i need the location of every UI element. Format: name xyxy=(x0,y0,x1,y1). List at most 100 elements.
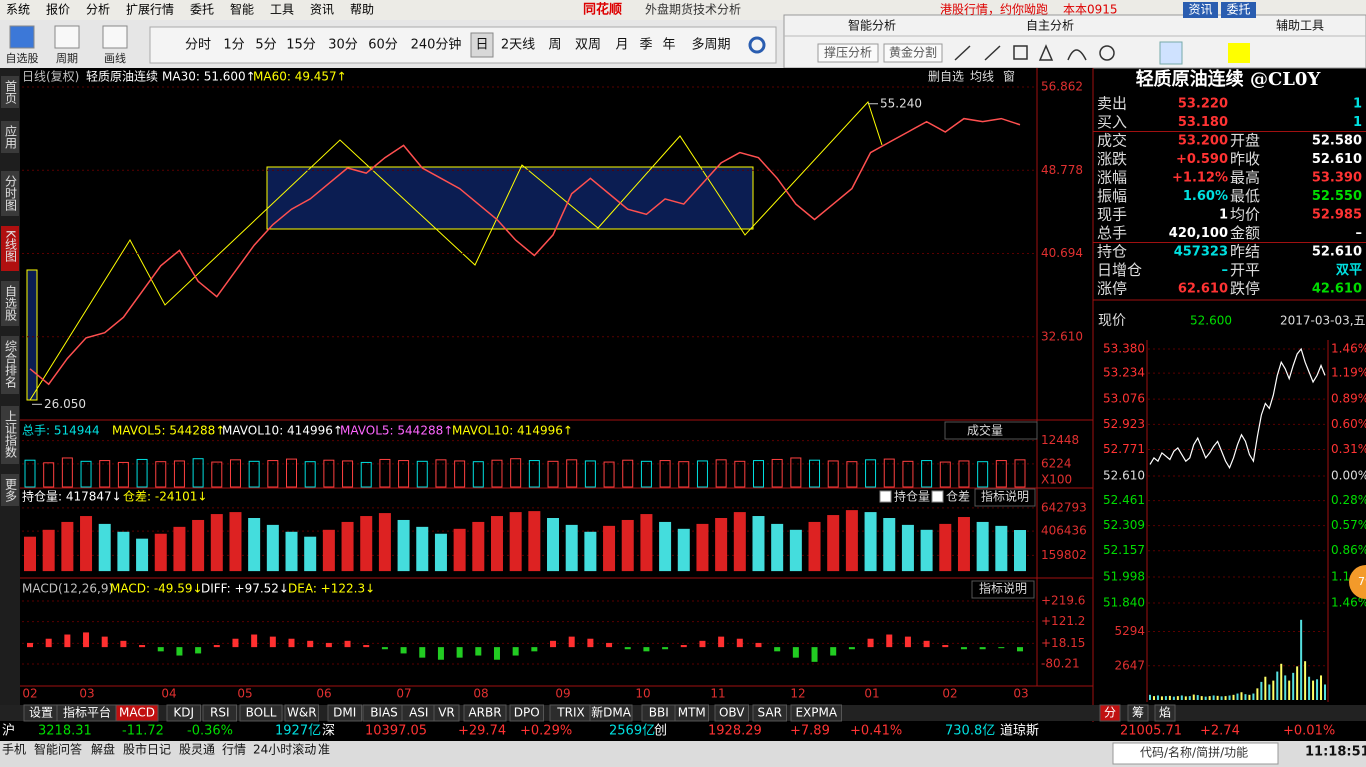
period-button[interactable]: 月 xyxy=(615,38,628,53)
checkbox[interactable] xyxy=(931,490,944,503)
indicator-tab-label[interactable]: BIAS xyxy=(370,706,398,720)
indicator-help-label[interactable]: 指标说明 xyxy=(981,489,1029,504)
period-button[interactable]: 60分 xyxy=(368,38,398,53)
indicator-help-label[interactable]: 指标说明 xyxy=(979,581,1027,596)
cursor-tool[interactable] xyxy=(1159,41,1183,65)
chart-tab-label[interactable]: 焰 xyxy=(1159,705,1171,720)
menu-item[interactable]: 智能 xyxy=(230,2,254,17)
indicator-tab[interactable] xyxy=(433,704,460,722)
period-button[interactable]: 日 xyxy=(475,38,488,53)
status-item[interactable]: 解盘 xyxy=(91,742,115,757)
indicator-tab[interactable] xyxy=(509,704,544,722)
period-button[interactable]: 多周期 xyxy=(691,37,730,53)
indicator-tab-label[interactable]: SAR xyxy=(758,706,782,720)
analysis-button[interactable] xyxy=(817,43,879,63)
indicator-tab-label[interactable]: 设置 xyxy=(29,706,53,720)
sidebar-tab[interactable] xyxy=(1,281,19,326)
chart-tab[interactable] xyxy=(1099,704,1121,722)
indicator-help[interactable] xyxy=(974,488,1036,507)
indicator-tab-label[interactable]: ARBR xyxy=(468,706,501,720)
indicator-tab-label[interactable]: BOLL xyxy=(246,706,277,720)
period-button[interactable]: 2天线 xyxy=(501,38,535,53)
indicator-tab-label[interactable]: RSI xyxy=(210,706,230,720)
indicator-tab[interactable] xyxy=(284,704,319,722)
sidebar-label[interactable]: 自选股 xyxy=(4,285,18,322)
checkbox-label[interactable]: 仓差 xyxy=(946,490,970,504)
indicator-tab[interactable] xyxy=(115,704,159,722)
indicator-tab-label[interactable]: MTM xyxy=(678,706,706,720)
tool-label[interactable]: 画线 xyxy=(104,51,126,65)
sidebar-label[interactable]: 更多 xyxy=(4,478,18,503)
indicator-help[interactable] xyxy=(971,580,1035,599)
period-button[interactable]: 周 xyxy=(548,38,561,53)
indicator-tab-label[interactable]: DPO xyxy=(514,706,540,720)
sidebar-tab[interactable] xyxy=(1,76,19,108)
chart-tab-label[interactable]: 分 xyxy=(1104,706,1116,720)
notice[interactable]: 港股行情，约你呦跑 xyxy=(940,2,1048,17)
chart-button[interactable]: 删自选 xyxy=(928,70,964,84)
indicator-tab-label[interactable]: BBI xyxy=(649,706,669,720)
menu-item[interactable]: 帮助 xyxy=(350,3,374,17)
analysis-button[interactable] xyxy=(883,43,943,63)
search-placeholder[interactable]: 代码/名称/简拼/功能 xyxy=(1140,745,1248,760)
indicator-tab-label[interactable]: DMI xyxy=(333,706,356,720)
top-button[interactable] xyxy=(1221,2,1256,18)
period-button[interactable]: 分时 xyxy=(185,38,211,53)
analysis-button-label[interactable]: 撑压分析 xyxy=(824,45,872,60)
checkbox-label[interactable]: 持仓量 xyxy=(894,489,930,504)
indicator-tab[interactable] xyxy=(202,704,237,722)
color-swatch[interactable] xyxy=(1228,43,1250,63)
indicator-tab-label[interactable]: EXPMA xyxy=(795,706,837,720)
sidebar-tab[interactable] xyxy=(1,226,19,271)
tool-icon[interactable] xyxy=(102,25,128,49)
sidebar-label[interactable]: 上证指数 xyxy=(4,410,18,459)
period-button[interactable]: 双周 xyxy=(575,38,601,53)
chart-tab[interactable] xyxy=(1127,704,1149,722)
tool-label[interactable]: 周期 xyxy=(56,52,78,65)
indicator-tab[interactable] xyxy=(239,704,283,722)
menu-item[interactable]: 分析 xyxy=(86,3,110,17)
sidebar-label[interactable]: 首页 xyxy=(4,80,18,105)
menu-item[interactable]: 系统 xyxy=(6,3,30,17)
menu-item[interactable]: 报价 xyxy=(46,2,70,17)
indicator-tab[interactable] xyxy=(166,704,201,722)
indicator-tab[interactable] xyxy=(790,704,842,722)
sidebar-label[interactable]: 应用 xyxy=(4,124,18,150)
indicator-tab[interactable] xyxy=(752,704,787,722)
indicator-tab[interactable] xyxy=(674,704,709,722)
float-badge[interactable] xyxy=(1349,565,1366,599)
indicator-tab-label[interactable]: W&R xyxy=(287,706,317,720)
indicator-tab-label[interactable]: MACD xyxy=(119,706,155,720)
indicator-tab[interactable] xyxy=(463,704,507,722)
sidebar-tab[interactable] xyxy=(1,121,19,153)
indicator-tab[interactable] xyxy=(714,704,749,722)
indicator-tab-label[interactable]: VR xyxy=(438,706,455,720)
indicator-tab-label[interactable]: ASI xyxy=(409,706,428,720)
indicator-tab-label[interactable]: 新DMA xyxy=(591,705,632,720)
status-item[interactable]: 手机 xyxy=(2,743,26,757)
chart-tab-label[interactable]: 筹 xyxy=(1132,706,1144,720)
status-item[interactable]: 股灵通 xyxy=(179,743,215,757)
analysis-tab[interactable]: 辅助工具 xyxy=(1276,19,1324,33)
chart-tab[interactable] xyxy=(1154,704,1176,722)
indicator-tab-label[interactable]: OBV xyxy=(719,706,745,720)
period-button[interactable]: 30分 xyxy=(328,38,358,53)
top-button[interactable] xyxy=(1183,2,1218,18)
indicator-selector-label[interactable]: 成交量 xyxy=(967,423,1003,438)
indicator-tab-label[interactable]: TRIX xyxy=(556,706,584,720)
menu-item[interactable]: 资讯 xyxy=(310,3,334,17)
top-button-label[interactable]: 委托 xyxy=(1226,3,1250,17)
status-item[interactable]: 行情 xyxy=(222,743,246,757)
status-item[interactable]: 股市日记 xyxy=(123,742,171,757)
checkbox[interactable] xyxy=(879,490,892,503)
period-button[interactable]: 季 xyxy=(639,38,652,53)
top-button-label[interactable]: 资讯 xyxy=(1188,3,1212,17)
period-button[interactable]: 240分钟 xyxy=(411,37,462,53)
sidebar-label[interactable]: 分时图 xyxy=(4,175,18,211)
period-button[interactable]: 5分 xyxy=(255,38,276,53)
status-item[interactable]: 24小时滚动 xyxy=(253,742,316,757)
sidebar-tab[interactable] xyxy=(1,474,19,506)
status-item[interactable]: 智能问答 xyxy=(34,742,82,757)
chart-button[interactable]: 窗 xyxy=(1003,70,1015,84)
tool-icon[interactable] xyxy=(9,25,35,49)
